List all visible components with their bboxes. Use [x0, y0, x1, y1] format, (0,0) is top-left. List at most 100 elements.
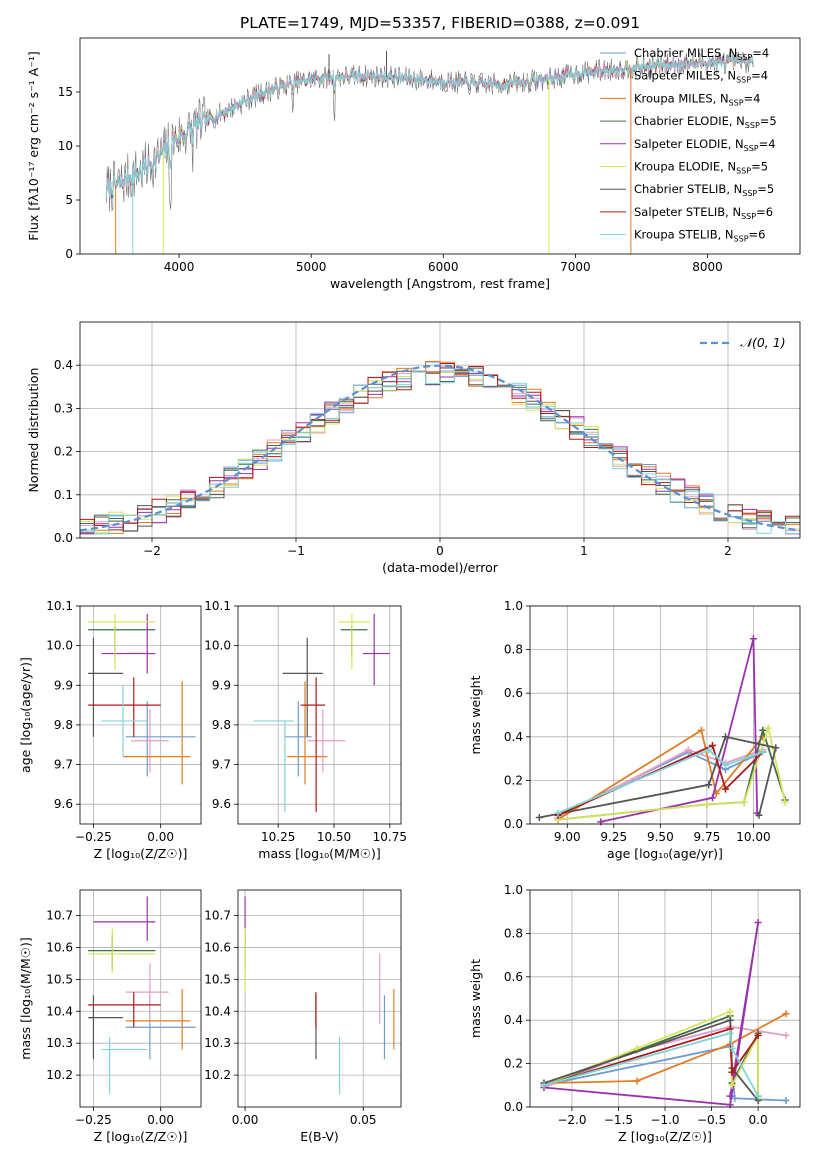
y-tick-label: 10.5: [204, 972, 231, 986]
mass-vs-ebv-panel: 0.00 0.05 10.2 10.3 10.4 10.5 10.6 10.7 E(B-V): [204, 889, 402, 1144]
x-tick-label: 10.00: [736, 830, 770, 844]
y-tick-label: 10.6: [46, 940, 73, 954]
x-tick-label: 10.25: [261, 830, 295, 844]
y-tick-label: 9.9: [212, 678, 231, 692]
weight-marker: [754, 919, 762, 927]
errorbar-salpeter-miles: [125, 963, 169, 1025]
y-tick-label: 10: [58, 139, 73, 153]
y-tick-label: 0: [65, 247, 73, 261]
y-tick-label: 0.4: [504, 1013, 523, 1027]
weight-marker: [759, 748, 767, 756]
y-tick-label: 0.0: [504, 1100, 523, 1114]
plot-area: [535, 635, 789, 826]
weight-series-salpeter-elodie: [597, 635, 761, 826]
y-tick-label: 10.4: [46, 1004, 73, 1018]
spectrum-panel: 4000 5000 6000 7000 8000 0 5 10 15 wavelength [An…: [26, 37, 801, 291]
weight-marker: [782, 1031, 790, 1039]
weight-marker: [782, 1096, 790, 1104]
y-tick-label: 10.3: [204, 1036, 231, 1050]
histogram-kroupa-stelib: [80, 368, 800, 535]
weight-line: [543, 922, 759, 1106]
x-tick-label: −2: [143, 544, 161, 558]
spectrum-legend: Chabrier MILES, NSSP=4 Salpeter MILES, NS…: [600, 46, 777, 244]
y-tick-label: 1.0: [504, 883, 523, 897]
errorbar-chabrier-elodie: [88, 934, 156, 970]
x-tick-label: 4000: [164, 260, 195, 274]
weight-vs-age-panel: 9.00 9.25 9.50 9.75 10.00 0.0 0.2 0.4 0.6 0.8 1.0 a…: [468, 599, 801, 861]
weight-marker: [705, 781, 713, 789]
x-tick-label: 10.75: [373, 830, 407, 844]
weight-marker: [633, 1077, 641, 1085]
weight-line: [600, 638, 759, 823]
errorbar-salpeter-elodie: [101, 613, 156, 674]
errorbar-salpeter-elodie: [363, 613, 390, 686]
x-axis-label: mass [log₁₀(M/M☉)]: [258, 846, 380, 861]
legend-label: Kroupa ELODIE, NSSP=5: [634, 160, 768, 176]
errorbar-salpeter-stelib: [88, 992, 161, 1028]
x-tick-label: −1: [287, 544, 305, 558]
weight-marker: [726, 1029, 734, 1037]
weight-line: [543, 1012, 787, 1084]
weight-marker: [722, 785, 730, 793]
weight-marker: [728, 1068, 736, 1076]
weight-marker: [781, 798, 789, 806]
y-tick-label: 0.4: [54, 358, 73, 372]
x-axis-label: Z [log₁₀(Z/Z☉)]: [94, 1129, 188, 1144]
spectrum-line-kroupa-stelib: [105, 54, 754, 198]
y-axis-label: mass [log₁₀(M/M☉)]: [18, 937, 33, 1059]
x-tick-label: 8000: [692, 260, 723, 274]
x-tick-label: 0.0: [749, 1113, 768, 1127]
x-tick-label: 0.00: [147, 830, 174, 844]
x-tick-label: 10.50: [317, 830, 351, 844]
y-tick-label: 0.1: [54, 488, 73, 502]
y-tick-label: 10.5: [46, 972, 73, 986]
y-tick-label: 0.2: [504, 1057, 523, 1071]
weight-marker: [759, 726, 767, 734]
errorbar-kroupa-stelib: [101, 1036, 148, 1095]
x-tick-label: 9.50: [647, 830, 674, 844]
weight-marker: [740, 798, 748, 806]
x-axis-label: E(B-V): [300, 1129, 339, 1144]
plot-area: [88, 896, 196, 1095]
y-tick-label: 9.8: [54, 718, 73, 732]
weight-marker: [772, 744, 780, 752]
errorbar-salpeter-elodie: [93, 896, 156, 942]
weight-line: [543, 1032, 759, 1097]
weight-marker: [726, 1008, 734, 1016]
weight-line: [557, 728, 764, 821]
errorbar-kroupa-miles: [125, 988, 191, 1050]
spectrum-line-kroupa-elodie: [105, 54, 754, 196]
weight-marker: [697, 726, 705, 734]
weight-marker: [764, 724, 772, 732]
normal-curve: [80, 364, 800, 532]
y-tick-label: 10.1: [204, 599, 231, 613]
y-tick-label: 10.2: [204, 1068, 231, 1082]
x-tick-label: 7000: [560, 260, 591, 274]
x-tick-label: 9.00: [554, 830, 581, 844]
y-axis-label: Flux [fλ10⁻¹⁷ erg cm⁻² s⁻¹ A⁻¹]: [26, 51, 41, 240]
y-tick-label: 10.3: [46, 1036, 73, 1050]
weight-marker: [708, 742, 716, 750]
weight-marker: [684, 746, 692, 754]
errorbar-kroupa-elodie: [338, 613, 370, 670]
weight-marker: [754, 1031, 762, 1039]
plot-area: [253, 613, 390, 813]
x-axis-label: (data-model)/error: [382, 560, 499, 575]
plot-area: [80, 360, 800, 535]
errorbar-kroupa-miles: [287, 681, 328, 785]
weight-marker: [726, 1016, 734, 1024]
errorbar-chabrier-elodie: [88, 625, 156, 658]
errorbar-kroupa-stelib: [253, 720, 294, 813]
weight-marker: [703, 800, 711, 808]
x-tick-label: −0.5: [697, 1113, 726, 1127]
legend-label: Kroupa STELIB, NSSP=6: [634, 228, 765, 244]
y-tick-label: 10.0: [204, 639, 231, 653]
y-tick-label: 10.6: [204, 940, 231, 954]
errorbar-salpeter-stelib: [300, 677, 326, 813]
weight-line: [543, 1018, 759, 1102]
weight-vs-Z-panel: −2.0 −1.5 −1.0 −0.5 0.0 0.0 0.2 0.4 0.6 0.8 1.0 Z […: [468, 883, 801, 1144]
y-tick-label: 10.1: [46, 599, 73, 613]
y-tick-label: 9.7: [212, 758, 231, 772]
weight-marker: [708, 794, 716, 802]
